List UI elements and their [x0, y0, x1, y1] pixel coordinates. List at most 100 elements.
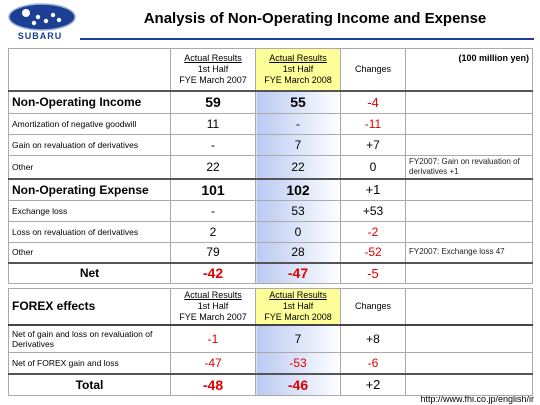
- row-value: 22: [255, 155, 341, 179]
- row-value: 79: [170, 242, 256, 263]
- row-value: 102: [255, 177, 341, 201]
- table-row: Other 22 22 0 FY2007: Gain on revaluation of…: [8, 155, 533, 179]
- row-value: +7: [340, 134, 406, 156]
- row-value: -: [170, 134, 256, 156]
- data-table: FOREX effects Actual Results 1st Half FYE M…: [8, 288, 533, 396]
- column-header: Actual Results 1st Half FYE March 2007: [170, 48, 256, 91]
- column-header-line: FYE March 2007: [179, 311, 247, 322]
- row-value: 55: [255, 89, 341, 114]
- row-label: Net: [8, 261, 171, 284]
- column-header-line: Actual Results: [184, 52, 242, 63]
- row-value: +2: [340, 372, 406, 396]
- row-note: [405, 134, 533, 156]
- row-value: -4: [340, 89, 406, 114]
- header-row: Actual Results 1st Half FYE March 2007 Actu…: [8, 48, 533, 91]
- row-value: -42: [170, 261, 256, 284]
- row-value: 101: [170, 177, 256, 201]
- row-value: -1: [170, 324, 256, 353]
- row-value: +53: [340, 200, 406, 222]
- row-label: Other: [8, 155, 171, 179]
- row-note: [405, 324, 533, 353]
- column-header: Actual Results 1st Half FYE March 2008: [255, 288, 341, 325]
- row-label: Non-Operating Expense: [8, 177, 171, 201]
- row-label: Net of FOREX gain and loss: [8, 352, 171, 374]
- row-value: -5: [340, 261, 406, 284]
- row-value: 0: [255, 221, 341, 243]
- table-row: Total -48 -46 +2: [8, 372, 533, 396]
- row-value: 7: [255, 134, 341, 156]
- row-note: [405, 89, 533, 114]
- unit-label: (100 million yen): [405, 48, 533, 91]
- table-title: [8, 48, 171, 91]
- column-header-line: 1st Half: [197, 63, 229, 74]
- table-row: Net of FOREX gain and loss -47 -53 -6: [8, 352, 533, 374]
- row-value: -52: [340, 242, 406, 263]
- row-note: [405, 352, 533, 374]
- row-label: Other: [8, 242, 171, 263]
- column-header-line: Actual Results: [269, 289, 327, 300]
- row-value: 22: [170, 155, 256, 179]
- row-label: Total: [8, 372, 171, 396]
- row-note: [405, 200, 533, 222]
- table-row: Gain on revaluation of derivatives -7 +7: [8, 134, 533, 156]
- column-header-line: 1st Half: [197, 300, 229, 311]
- row-value: -53: [255, 352, 341, 374]
- row-value: -11: [340, 113, 406, 135]
- row-label: Exchange loss: [8, 200, 171, 222]
- row-note: [405, 113, 533, 135]
- column-header-line: Actual Results: [269, 52, 327, 63]
- row-value: 28: [255, 242, 341, 263]
- column-header: Actual Results 1st Half FYE March 2008: [255, 48, 341, 91]
- header-row: FOREX effects Actual Results 1st Half FYE M…: [8, 288, 533, 325]
- row-value: -46: [255, 372, 341, 396]
- unit-label: [405, 288, 533, 325]
- row-value: 2: [170, 221, 256, 243]
- table-row: Non-Operating Expense 101 102 +1: [8, 177, 533, 201]
- row-value: +1: [340, 177, 406, 201]
- row-value: 11: [170, 113, 256, 135]
- row-value: 53: [255, 200, 341, 222]
- column-header-line: FYE March 2008: [264, 311, 332, 322]
- row-value: -: [170, 200, 256, 222]
- row-note: [405, 261, 533, 284]
- data-table: Actual Results 1st Half FYE March 2007 Actu…: [8, 48, 533, 284]
- column-header-line: Changes: [354, 63, 392, 74]
- footer-url: http://www.fhi.co.jp/english/ir: [420, 394, 534, 404]
- row-note: FY2007: Gain on revaluation of derivativ…: [405, 155, 533, 179]
- table-row: Loss on revaluation of derivatives 2 0 -2: [8, 221, 533, 243]
- column-header-line: Actual Results: [184, 289, 242, 300]
- slide-title: Analysis of Non-Operating Income and Exp…: [143, 10, 487, 27]
- row-note: FY2007: Exchange loss 47: [405, 242, 533, 263]
- table-row: Net of gain and loss on revaluation of D…: [8, 324, 533, 353]
- row-label: Amortization of negative goodwill: [8, 113, 171, 135]
- row-label: Net of gain and loss on revaluation of D…: [8, 324, 171, 353]
- row-value: -: [255, 113, 341, 135]
- column-header: Changes: [340, 288, 406, 325]
- row-value: +8: [340, 324, 406, 353]
- table-row: Exchange loss -53 +53: [8, 200, 533, 222]
- row-note: [405, 177, 533, 201]
- column-header-line: 1st Half: [282, 300, 314, 311]
- row-value: 0: [340, 155, 406, 179]
- logo-emblem: [8, 3, 76, 31]
- row-label: Non-Operating Income: [8, 89, 171, 114]
- column-header-line: FYE March 2007: [179, 74, 247, 85]
- table-row: Other 79 28 -52 FY2007: Exchange loss 47: [8, 242, 533, 263]
- table-row: Non-Operating Income 59 55 -4: [8, 89, 533, 114]
- row-value: -48: [170, 372, 256, 396]
- table-row: Amortization of negative goodwill 11- -11: [8, 113, 533, 135]
- row-value: 7: [255, 324, 341, 353]
- row-note: [405, 372, 533, 396]
- column-header-line: Changes: [354, 300, 392, 311]
- column-header: Changes: [340, 48, 406, 91]
- row-label: Loss on revaluation of derivatives: [8, 221, 171, 243]
- row-value: -2: [340, 221, 406, 243]
- row-value: -6: [340, 352, 406, 374]
- row-value: -47: [255, 261, 341, 284]
- column-header-line: 1st Half: [282, 63, 314, 74]
- title-rule: [80, 38, 534, 40]
- logo-text: SUBARU: [17, 31, 63, 41]
- row-value: -47: [170, 352, 256, 374]
- row-note: [405, 221, 533, 243]
